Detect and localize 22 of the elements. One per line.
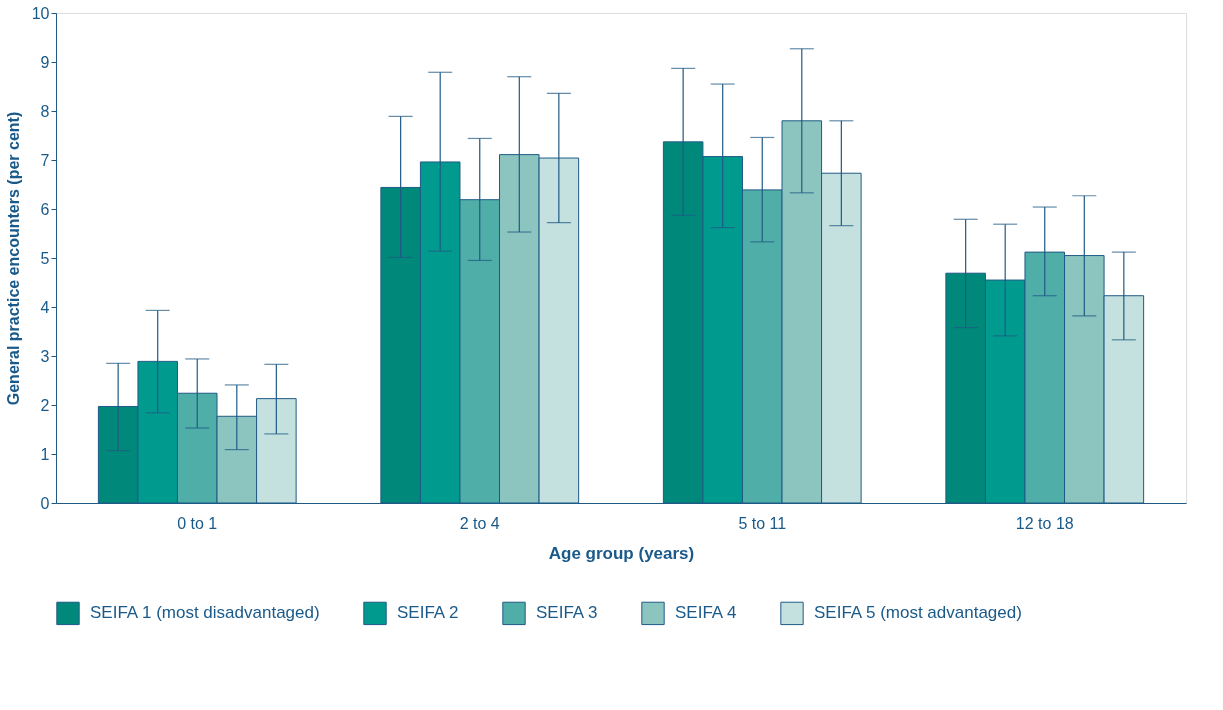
y-tick-label: 6 xyxy=(40,200,50,218)
y-tick-label: 0 xyxy=(40,494,50,512)
legend-label: SEIFA 5 (most advantaged) xyxy=(814,603,1022,623)
y-tick-label: 3 xyxy=(40,347,50,365)
y-tick-label: 10 xyxy=(31,4,50,22)
y-tick-label: 1 xyxy=(40,445,50,463)
x-tick-label: 12 to 18 xyxy=(1015,514,1074,532)
x-tick-label: 0 to 1 xyxy=(177,514,218,532)
y-tick-label: 7 xyxy=(40,151,50,169)
y-tick-label: 2 xyxy=(40,396,50,414)
y-axis-title: General practice encounters (per cent) xyxy=(4,111,22,406)
x-tick-label: 2 to 4 xyxy=(459,514,500,532)
legend-label: SEIFA 4 xyxy=(675,603,737,623)
y-tick-label: 9 xyxy=(40,53,50,71)
legend-label: SEIFA 3 xyxy=(536,603,598,623)
y-tick-label: 5 xyxy=(40,249,50,267)
x-axis-title: Age group (years) xyxy=(548,543,695,563)
y-tick-label: 4 xyxy=(40,298,50,316)
x-tick-label: 5 to 11 xyxy=(738,514,787,532)
legend-label: SEIFA 2 xyxy=(397,603,459,623)
legend-label: SEIFA 1 (most disadvantaged) xyxy=(90,603,320,623)
y-tick-label: 8 xyxy=(40,102,50,120)
